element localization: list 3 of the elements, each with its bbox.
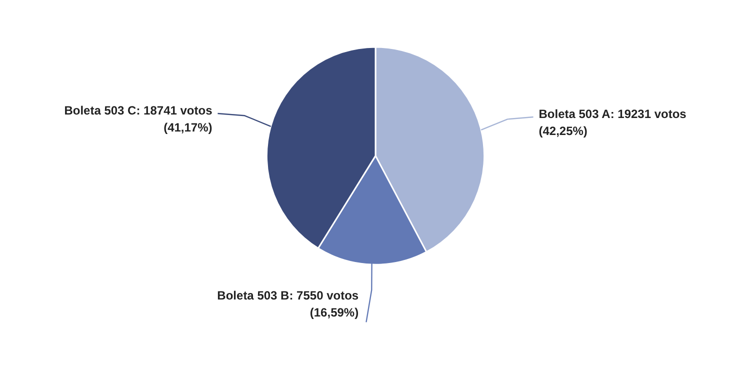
- slice-label: Boleta 503 B: 7550 votos (16,59%): [217, 288, 359, 320]
- slice-label: Boleta 503 A: 19231 votos (42,25%): [538, 106, 687, 138]
- slice-label: Boleta 503 C: 18741 votos (41,17%): [64, 103, 213, 134]
